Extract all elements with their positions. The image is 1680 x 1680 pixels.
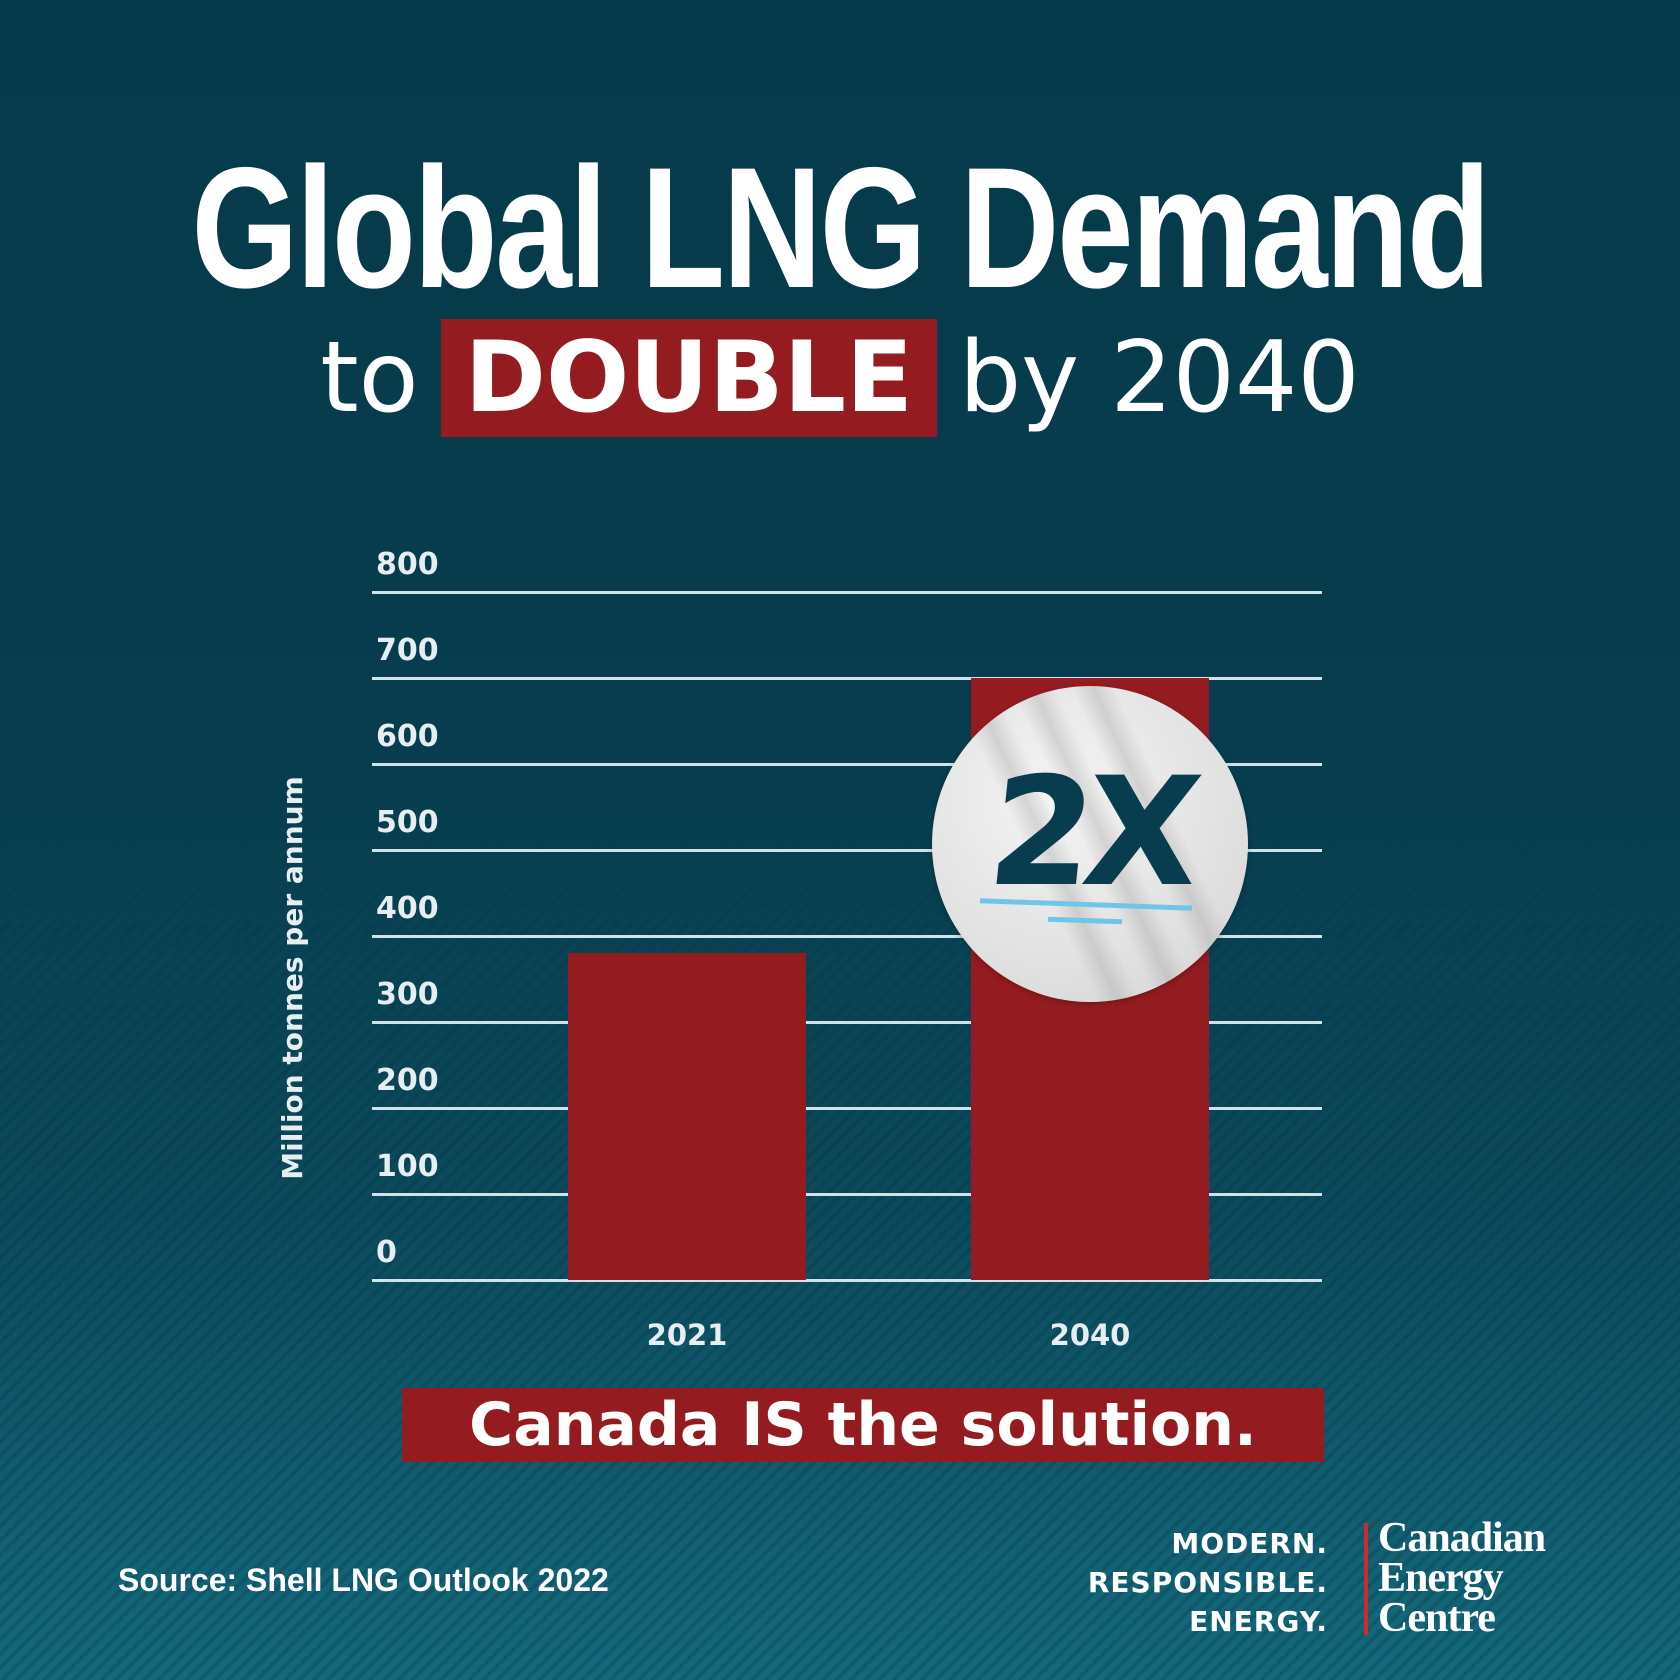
subtitle-suffix: by 2040: [958, 321, 1360, 435]
subtitle-prefix: to: [320, 321, 419, 435]
gridline: [372, 591, 1322, 594]
double-sticker: 2X: [932, 686, 1248, 1002]
tagline-line: MODERN.: [1171, 1527, 1328, 1560]
cta-banner: Canada IS the solution.: [402, 1388, 1324, 1462]
canadian-energy-centre-logo: Canadian Energy Centre: [1378, 1515, 1546, 1641]
page-title: Global LNG Demand: [191, 132, 1491, 324]
y-tick-label: 300: [376, 977, 439, 1012]
y-tick-label: 200: [376, 1063, 439, 1098]
subtitle-highlight: DOUBLE: [440, 319, 937, 437]
gridline: [372, 1021, 1322, 1024]
gridline: [372, 849, 1322, 852]
y-tick-label: 100: [376, 1149, 439, 1184]
logo-divider: [1364, 1523, 1368, 1635]
bar-2021: [568, 953, 806, 1280]
y-axis-label: Million tonnes per annum: [276, 776, 309, 1180]
gridline: [372, 1193, 1322, 1196]
y-tick-label: 800: [376, 547, 439, 582]
y-tick-label: 600: [376, 719, 439, 754]
x-tick-label: 2021: [646, 1318, 728, 1352]
gridline: [372, 677, 1322, 680]
gridline: [372, 935, 1322, 938]
tagline: MODERN. RESPONSIBLE. ENERGY.: [1088, 1524, 1328, 1641]
logo-line: Energy: [1378, 1555, 1504, 1601]
gridline: [372, 1279, 1322, 1282]
x-tick-label: 2040: [1049, 1318, 1131, 1352]
y-tick-label: 0: [376, 1235, 397, 1270]
y-tick-label: 700: [376, 633, 439, 668]
gridline: [372, 1107, 1322, 1110]
source-note: Source: Shell LNG Outlook 2022: [118, 1562, 609, 1598]
logo-line: Centre: [1378, 1595, 1496, 1641]
y-tick-label: 500: [376, 805, 439, 840]
gridline: [372, 763, 1322, 766]
sticker-label: 2X: [980, 746, 1200, 920]
logo-line: Canadian: [1378, 1515, 1546, 1561]
y-tick-label: 400: [376, 891, 439, 926]
subtitle: to DOUBLE by 2040: [0, 318, 1680, 438]
tagline-line: ENERGY.: [1189, 1605, 1328, 1638]
tagline-line: RESPONSIBLE.: [1087, 1566, 1328, 1599]
